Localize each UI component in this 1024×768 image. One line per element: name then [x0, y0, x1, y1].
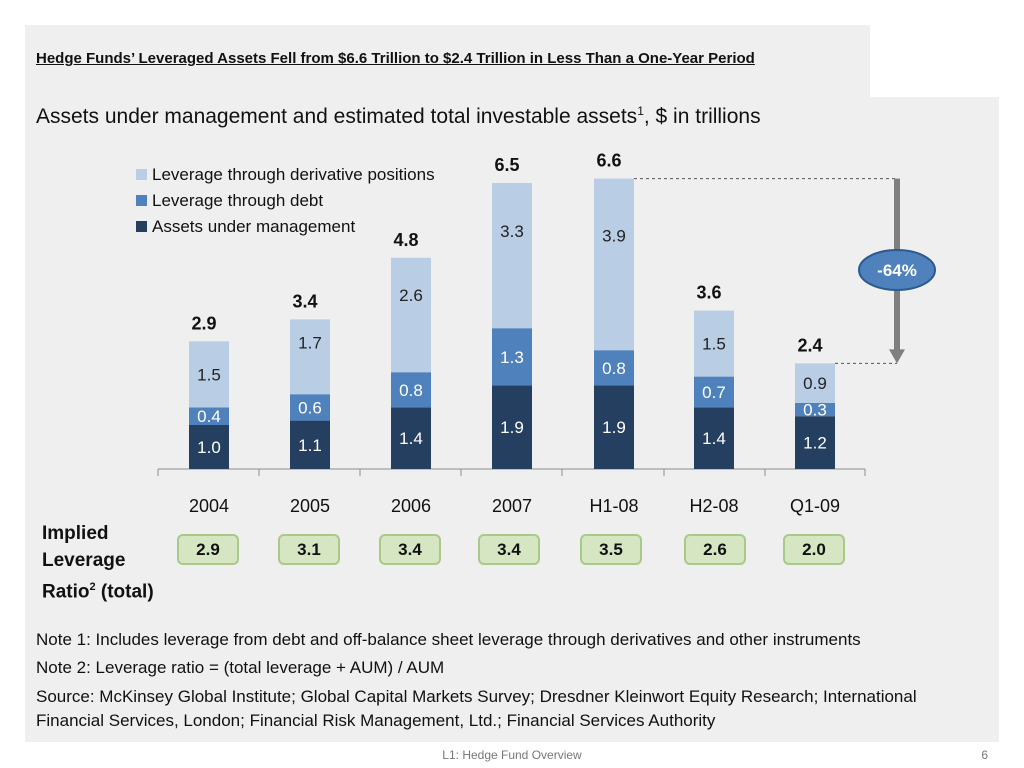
- ilr-footnote-ref: 2: [89, 581, 96, 593]
- bar-leverage-through-derivative-positions-h2-08: [694, 310, 734, 377]
- data-label-leverage-through-derivative-positions-q1-09: 0.9: [803, 374, 827, 393]
- bar-leverage-through-derivative-positions-2005: [290, 319, 330, 395]
- ilr-value-2005: 3.1: [278, 534, 340, 565]
- ilr-label-line-2: Leverage: [42, 550, 126, 571]
- data-label-leverage-through-debt-2007: 1.3: [500, 348, 524, 367]
- total-label-2004: 2.9: [191, 313, 216, 333]
- annotation-arrow-head: [889, 349, 905, 364]
- header-panel: [25, 25, 870, 97]
- total-label-2005: 3.4: [292, 291, 317, 311]
- data-label-leverage-through-derivative-positions-2006: 2.6: [399, 286, 423, 305]
- ilr-value-2004: 2.9: [177, 534, 239, 565]
- data-label-leverage-through-derivative-positions-2007: 3.3: [500, 222, 524, 241]
- total-label-h1-08: 6.6: [596, 151, 621, 171]
- bar-assets-under-management-q1-09: [795, 416, 835, 469]
- legend-label-assets-under-management: Assets under management: [152, 217, 355, 236]
- bar-assets-under-management-h2-08: [694, 407, 734, 469]
- bar-leverage-through-debt-h1-08: [594, 350, 634, 386]
- subtitle-footnote-ref: 1: [637, 104, 644, 118]
- legend-swatch-assets-under-management: [136, 221, 147, 232]
- data-label-leverage-through-debt-2004: 0.4: [197, 407, 221, 426]
- bar-leverage-through-debt-q1-09: [795, 403, 835, 417]
- bar-leverage-through-debt-2005: [290, 394, 330, 421]
- x-tick-label-2006: 2006: [391, 496, 431, 516]
- note-2: Note 2: Leverage ratio = (total leverage…: [36, 658, 445, 677]
- data-label-leverage-through-derivative-positions-h2-08: 1.5: [702, 335, 726, 354]
- data-label-assets-under-management-2006: 1.4: [399, 429, 423, 448]
- bar-leverage-through-debt-2007: [492, 328, 532, 386]
- annotation-badge-text: -64%: [877, 261, 917, 280]
- data-label-assets-under-management-q1-09: 1.2: [803, 434, 827, 453]
- ilr-label-ratio: Ratio: [42, 581, 90, 603]
- ilr-label-line-3: Ratio2 (total): [42, 574, 154, 605]
- page-number: 6: [981, 748, 988, 762]
- source-note: Source: McKinsey Global Institute; Globa…: [36, 687, 917, 730]
- legend-label-leverage-through-derivative-positions: Leverage through derivative positions: [152, 165, 435, 184]
- ilr-value-h2-08: 2.6: [684, 534, 746, 565]
- bar-leverage-through-derivative-positions-2004: [189, 341, 229, 408]
- data-label-leverage-through-debt-h1-08: 0.8: [602, 359, 626, 378]
- bar-assets-under-management-2005: [290, 420, 330, 469]
- annotation-badge: [858, 249, 936, 291]
- bar-leverage-through-debt-h2-08: [694, 376, 734, 408]
- footer-title: L1: Hedge Fund Overview: [442, 748, 582, 762]
- bar-assets-under-management-2007: [492, 385, 532, 469]
- implied-leverage-label: Implied Leverage Ratio2 (total): [42, 520, 154, 605]
- ilr-value-2007: 3.4: [478, 534, 540, 565]
- data-label-leverage-through-derivative-positions-2005: 1.7: [298, 334, 322, 353]
- x-tick-label-2007: 2007: [492, 496, 532, 516]
- data-label-leverage-through-derivative-positions-h1-08: 3.9: [602, 227, 626, 246]
- data-label-leverage-through-debt-2006: 0.8: [399, 381, 423, 400]
- data-label-assets-under-management-2004: 1.0: [197, 438, 221, 457]
- ilr-label-suffix: (total): [95, 581, 154, 603]
- ilr-value-q1-09: 2.0: [783, 534, 845, 565]
- legend-swatch-leverage-through-derivative-positions: [136, 169, 147, 180]
- bar-leverage-through-derivative-positions-h1-08: [594, 178, 634, 351]
- data-label-leverage-through-derivative-positions-2004: 1.5: [197, 365, 221, 384]
- slide-headline: Hedge Funds’ Leveraged Assets Fell from …: [36, 50, 755, 67]
- data-label-leverage-through-debt-q1-09: 0.3: [803, 401, 827, 420]
- x-tick-label-2004: 2004: [189, 496, 229, 516]
- total-label-2007: 6.5: [494, 155, 519, 175]
- ilr-value-2006: 3.4: [379, 534, 441, 565]
- bar-assets-under-management-h1-08: [594, 385, 634, 469]
- total-label-q1-09: 2.4: [797, 335, 822, 355]
- bar-leverage-through-derivative-positions-q1-09: [795, 363, 835, 403]
- data-label-leverage-through-debt-h2-08: 0.7: [702, 383, 726, 402]
- legend-swatch-leverage-through-debt: [136, 195, 147, 206]
- data-label-assets-under-management-h2-08: 1.4: [702, 429, 726, 448]
- x-tick-label-q1-09: Q1-09: [790, 496, 840, 516]
- ilr-value-h1-08: 3.5: [580, 534, 642, 565]
- data-label-assets-under-management-2007: 1.9: [500, 418, 524, 437]
- bar-leverage-through-derivative-positions-2006: [391, 257, 431, 373]
- bar-leverage-through-derivative-positions-2007: [492, 183, 532, 329]
- data-label-assets-under-management-2005: 1.1: [298, 436, 322, 455]
- subtitle-suffix: , $ in trillions: [643, 105, 761, 128]
- total-label-2006: 4.8: [393, 230, 418, 250]
- data-label-leverage-through-debt-2005: 0.6: [298, 398, 322, 417]
- note-1: Note 1: Includes leverage from debt and …: [36, 630, 861, 649]
- x-tick-label-h1-08: H1-08: [589, 496, 638, 516]
- subtitle-text: Assets under management and estimated to…: [36, 105, 638, 128]
- ilr-label-line-1: Implied: [42, 523, 109, 544]
- chart-subtitle: Assets under management and estimated to…: [36, 104, 761, 129]
- bar-leverage-through-debt-2004: [189, 407, 229, 425]
- bar-assets-under-management-2006: [391, 407, 431, 469]
- bar-assets-under-management-2004: [189, 425, 229, 469]
- x-tick-label-2005: 2005: [290, 496, 330, 516]
- x-tick-label-h2-08: H2-08: [689, 496, 738, 516]
- total-label-h2-08: 3.6: [696, 283, 721, 303]
- stacked-bar-chart: 1.0 0.4 1.5 2.9 2004 1.1 0.6 1.7 3.4 2005 1.4 0.8 2.…: [136, 151, 936, 516]
- legend-label-leverage-through-debt: Leverage through debt: [152, 191, 323, 210]
- bar-leverage-through-debt-2006: [391, 372, 431, 408]
- data-label-assets-under-management-h1-08: 1.9: [602, 418, 626, 437]
